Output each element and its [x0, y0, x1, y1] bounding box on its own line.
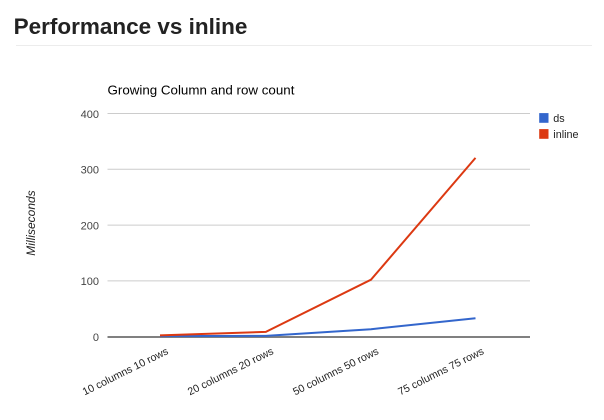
svg-text:300: 300	[81, 165, 99, 177]
svg-text:0: 0	[93, 332, 99, 344]
svg-text:Growing Column and row count: Growing Column and row count	[108, 82, 295, 97]
svg-text:75 columns 75 rows: 75 columns 75 rows	[396, 345, 486, 398]
svg-text:Milliseconds: Milliseconds	[24, 190, 38, 255]
svg-text:20 columns 20 rows: 20 columns 20 rows	[186, 345, 276, 398]
svg-text:10 columns 10 rows: 10 columns 10 rows	[81, 345, 171, 398]
svg-text:100: 100	[81, 276, 99, 288]
svg-text:200: 200	[81, 220, 99, 232]
svg-text:ds: ds	[553, 113, 565, 125]
svg-text:400: 400	[81, 109, 99, 121]
svg-text:50 columns 50 rows: 50 columns 50 rows	[291, 345, 381, 398]
svg-text:inline: inline	[553, 129, 578, 141]
